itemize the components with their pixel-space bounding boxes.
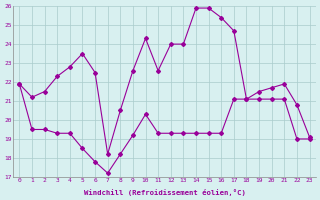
X-axis label: Windchill (Refroidissement éolien,°C): Windchill (Refroidissement éolien,°C) [84,189,245,196]
